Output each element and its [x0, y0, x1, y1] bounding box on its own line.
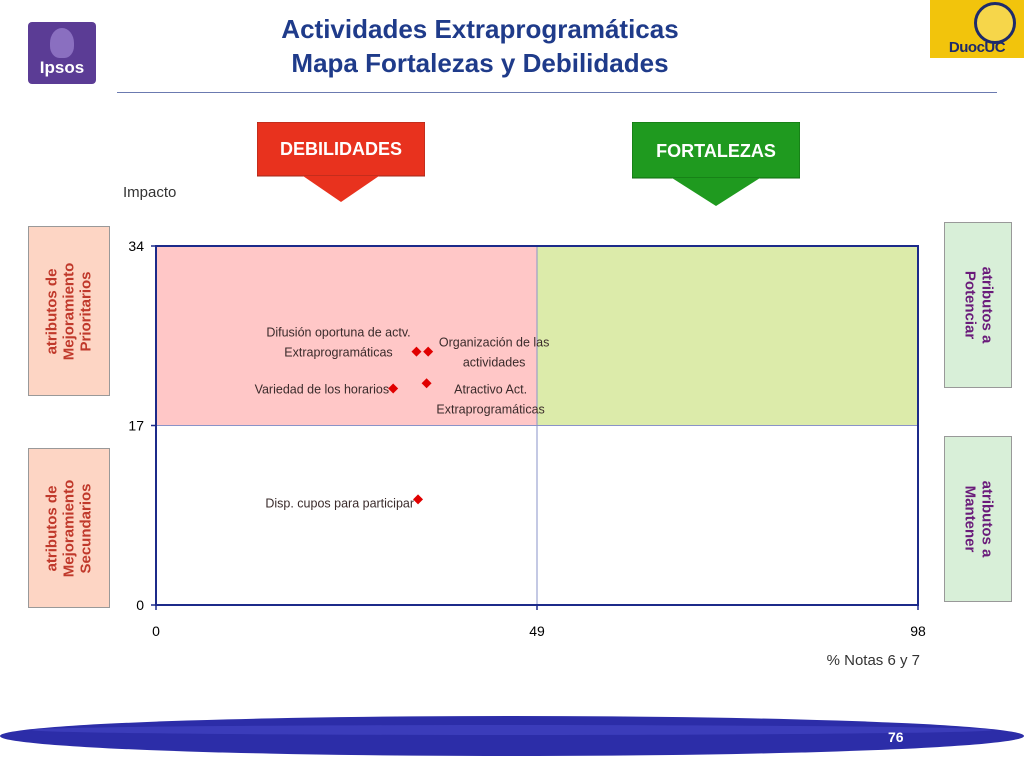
debilidades-label: DEBILIDADES	[279, 138, 402, 159]
ipsos-logo-text: Ipsos	[39, 58, 85, 77]
y-tick-label: 34	[128, 238, 144, 254]
fortalezas-arrow-shape	[632, 122, 800, 206]
y-tick-label: 0	[136, 597, 144, 613]
y-tick-label: 17	[128, 418, 144, 434]
data-point-label: Disp. cupos para participar	[265, 496, 414, 510]
data-point	[388, 383, 399, 394]
plot-frame	[155, 245, 919, 606]
page-title: Actividades Extraprogramáticas	[281, 14, 679, 44]
side-label-potenciar-text: atributos a Potenciar	[961, 266, 995, 344]
data-point-label: Organización de las actividades	[439, 336, 549, 370]
data-point	[423, 346, 434, 357]
side-label-secundarios: atributos de Mejoramiento Secundarios	[28, 448, 110, 608]
quadrant-debilidades	[156, 246, 537, 426]
ipsos-logo: Ipsos	[28, 22, 96, 84]
data-point-label: Atractivo Act. Extraprogramáticas	[436, 382, 544, 416]
ipsos-head-icon	[50, 28, 74, 58]
page-number: 76	[888, 729, 904, 745]
y-axis-label: Impacto	[123, 184, 176, 201]
data-point	[413, 494, 424, 505]
side-label-prioritarios-text: atributos de Mejoramiento Prioritarios	[43, 262, 95, 360]
debilidades-arrow-shape	[257, 122, 425, 202]
fortalezas-label: FORTALEZAS	[656, 140, 776, 161]
duocuc-logo: DuocUC	[930, 0, 1024, 58]
title-divider	[117, 92, 997, 93]
page-subtitle: Mapa Fortalezas y Debilidades	[291, 48, 669, 78]
fortalezas-arrow: FORTALEZAS	[632, 122, 800, 206]
x-tick-label: 98	[910, 623, 926, 639]
footer-bar	[0, 716, 1024, 756]
side-label-mantener: atributos a Mantener	[944, 436, 1012, 602]
x-axis-label: % Notas 6 y 7	[827, 652, 920, 669]
x-tick-label: 49	[529, 623, 545, 639]
debilidades-arrow: DEBILIDADES	[257, 122, 425, 204]
data-point	[421, 378, 432, 389]
duocuc-logo-text: DuocUC	[948, 39, 1006, 56]
data-point	[411, 346, 422, 357]
side-label-prioritarios: atributos de Mejoramiento Prioritarios	[28, 226, 110, 396]
duocuc-seal-icon	[974, 2, 1016, 44]
x-tick-label: 0	[152, 623, 160, 639]
data-point-label: Variedad de los horarios	[255, 383, 390, 397]
side-label-secundarios-text: atributos de Mejoramiento Secundarios	[43, 479, 95, 577]
side-label-potenciar: atributos a Potenciar	[944, 222, 1012, 388]
side-label-mantener-text: atributos a Mantener	[961, 480, 995, 558]
quadrant-fortalezas	[537, 246, 918, 426]
data-point-label: Difusión oportuna de actv. Extraprogramát…	[266, 326, 410, 360]
